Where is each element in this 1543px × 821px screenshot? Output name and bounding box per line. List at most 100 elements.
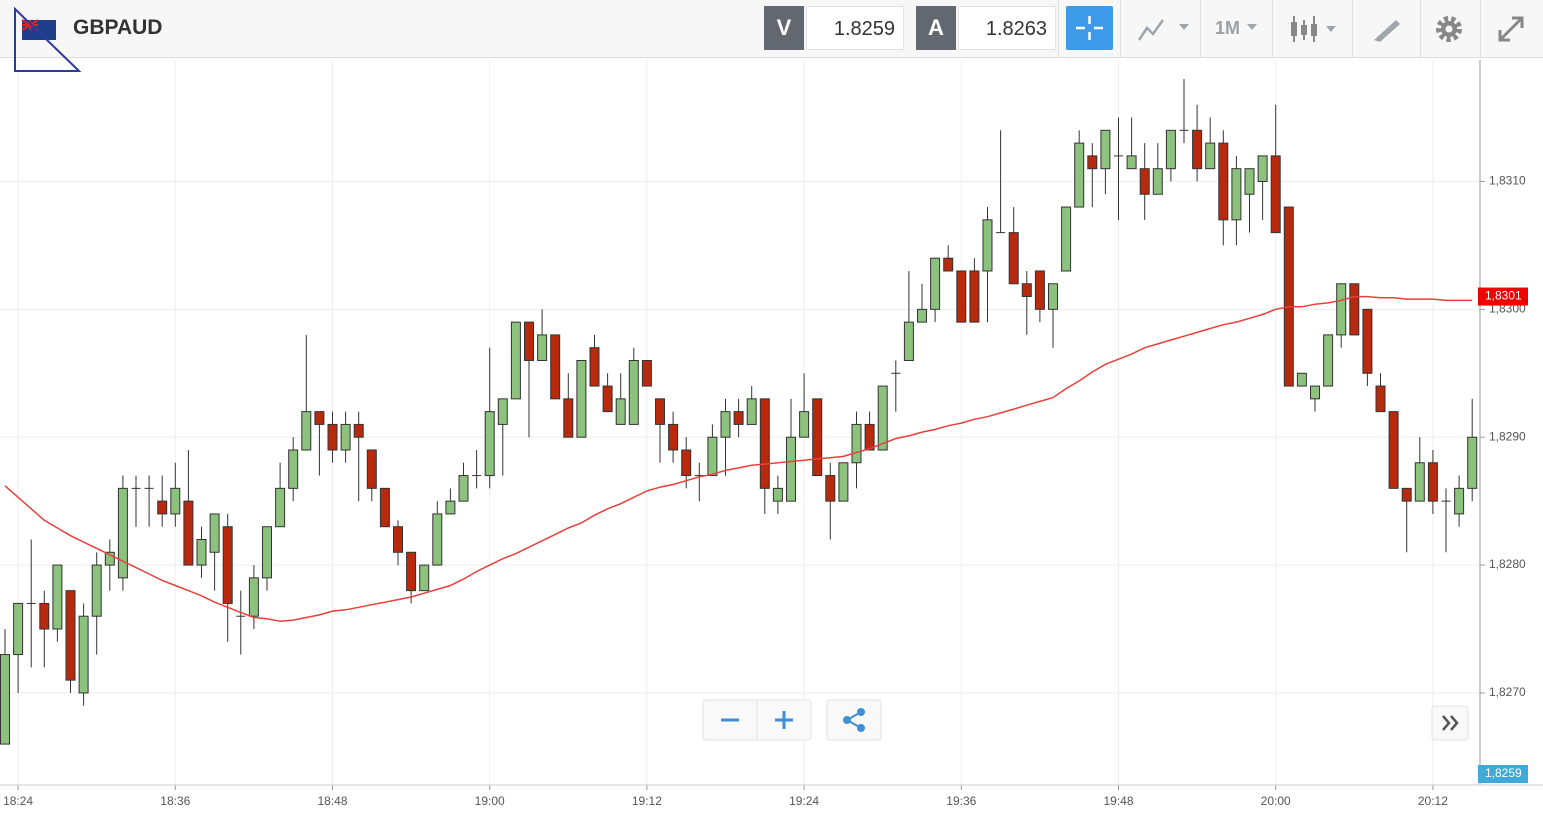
candle — [786, 398, 796, 502]
candle-body — [812, 398, 823, 477]
candle-body — [550, 334, 561, 400]
candle — [458, 462, 469, 502]
settings-button[interactable] — [1434, 14, 1464, 44]
candle-body — [196, 538, 207, 566]
candle — [91, 552, 102, 655]
candle-body — [1270, 155, 1281, 234]
candle — [1074, 130, 1085, 208]
candle — [864, 411, 875, 451]
candle-body — [838, 462, 849, 502]
candle-style-button[interactable] — [1288, 12, 1348, 46]
candle — [432, 501, 443, 566]
candle — [1454, 475, 1465, 527]
timeframe-arrow[interactable] — [1245, 14, 1265, 44]
candle — [563, 373, 574, 438]
candle-body — [497, 398, 508, 425]
candle-body — [1165, 129, 1176, 170]
candle — [52, 564, 63, 642]
candle-body — [327, 423, 338, 451]
candle-body — [1362, 308, 1373, 374]
candle-body — [1375, 385, 1386, 413]
candle — [1021, 270, 1032, 335]
candle-body — [1414, 462, 1425, 502]
bid-value[interactable]: 1.8259 — [806, 6, 904, 50]
candle-body — [78, 615, 89, 694]
candle — [379, 487, 390, 528]
candle-body — [1244, 168, 1255, 195]
ask-value[interactable]: 1.8263 — [958, 6, 1056, 50]
candle-body — [1257, 155, 1268, 182]
candle — [1048, 283, 1058, 348]
candle-body — [288, 449, 299, 489]
candle-body — [851, 423, 862, 464]
candle-body — [799, 411, 810, 438]
scroll-right-button[interactable] — [1431, 705, 1469, 741]
candle — [1310, 385, 1320, 412]
separator — [1352, 0, 1353, 58]
crosshair-button[interactable] — [1066, 6, 1113, 50]
x-tick-label: 18:36 — [160, 794, 190, 808]
candle — [838, 462, 849, 502]
candle-body — [668, 423, 679, 451]
candle-body — [576, 359, 587, 438]
candle — [497, 398, 508, 476]
candle — [1218, 130, 1229, 246]
chart-type-button[interactable] — [1135, 14, 1195, 44]
symbol[interactable]: GBPAUD — [73, 16, 163, 39]
candle — [1100, 129, 1111, 195]
candle — [314, 411, 325, 476]
candle — [1087, 143, 1098, 208]
candle — [720, 398, 731, 476]
x-tick-label: 19:36 — [946, 794, 976, 808]
candle-body — [157, 500, 168, 515]
candle-body — [641, 359, 652, 387]
candle-body — [628, 359, 639, 425]
candle-body — [183, 500, 194, 566]
candle — [1257, 155, 1268, 220]
y-tick-label: 1,8290 — [1489, 429, 1526, 443]
candle — [1296, 372, 1307, 387]
candle-body — [1034, 270, 1045, 310]
candle — [877, 385, 888, 451]
candle-body — [275, 487, 286, 528]
candle-body — [733, 411, 744, 425]
candle — [117, 475, 128, 591]
timeframe[interactable]: 1M — [1215, 18, 1241, 38]
candle — [327, 411, 338, 463]
candle-body — [314, 411, 325, 425]
candle-body — [1467, 436, 1478, 489]
candle — [78, 603, 89, 706]
candle-body — [510, 321, 521, 400]
candle — [1244, 168, 1255, 233]
separator — [1480, 0, 1481, 58]
candle-body — [1349, 283, 1360, 336]
candle — [1270, 104, 1281, 234]
candle — [157, 475, 168, 527]
candle-body — [1100, 129, 1111, 170]
candle-body — [1008, 232, 1019, 285]
candle — [472, 449, 482, 489]
fullscreen-button[interactable] — [1496, 14, 1526, 44]
candle-body — [655, 398, 665, 425]
candle — [1467, 398, 1478, 502]
candle — [996, 130, 1006, 234]
candle — [681, 437, 692, 489]
zoom-in-button[interactable] — [775, 711, 793, 729]
candle — [733, 398, 744, 438]
share-button[interactable] — [826, 699, 882, 741]
candle-body — [1192, 129, 1203, 170]
candle — [1336, 283, 1347, 348]
dropdown-arrow — [1326, 26, 1336, 32]
candle-body — [1218, 142, 1229, 221]
line-icon — [1137, 19, 1165, 41]
share-icon — [857, 708, 865, 716]
candle — [1114, 117, 1123, 220]
draw-button[interactable] — [1370, 14, 1404, 44]
candle-body — [877, 385, 888, 451]
candle-body — [563, 398, 574, 438]
candle — [406, 551, 417, 604]
candle — [144, 475, 154, 527]
candle — [982, 207, 993, 323]
gear-teeth — [1436, 16, 1462, 42]
candle — [969, 258, 980, 323]
